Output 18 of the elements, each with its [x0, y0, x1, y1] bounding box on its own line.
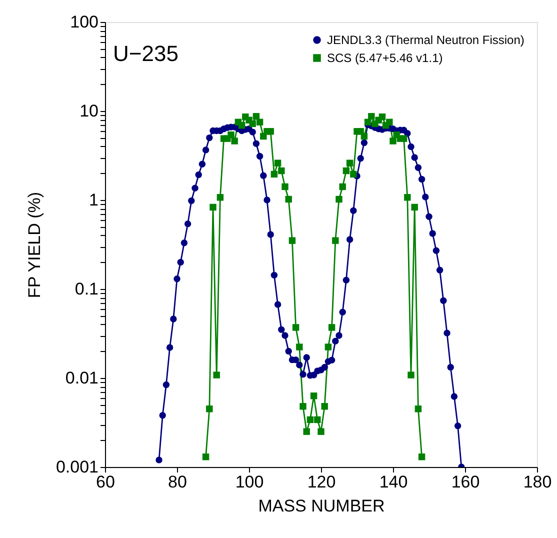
- y-tick-label: 0.1: [74, 280, 98, 298]
- annotation: U−235: [113, 41, 178, 66]
- y-tick-label: 100: [70, 12, 98, 32]
- y-tick-label: 0.01: [65, 368, 98, 388]
- y-tick-label: 1: [89, 190, 98, 210]
- x-tick-label: 160: [451, 472, 480, 492]
- legend-label: JENDL3.3 (Thermal Neutron Fission): [327, 33, 524, 47]
- x-tick-label: 120: [307, 472, 336, 492]
- y-axis-title: FP YIELD (%): [24, 192, 44, 298]
- x-tick-label: 100: [235, 472, 264, 492]
- y-tick-label: 0.001: [56, 458, 98, 476]
- legend-label: SCS (5.47+5.46 v1.1): [327, 51, 443, 65]
- x-tick-label: 80: [168, 472, 187, 492]
- y-tick-label: 10: [80, 102, 98, 120]
- x-tick-label: 140: [379, 472, 408, 492]
- x-tick-label: 180: [523, 472, 552, 492]
- x-tick-label: 60: [96, 472, 115, 492]
- x-axis-title: MASS NUMBER: [258, 496, 385, 516]
